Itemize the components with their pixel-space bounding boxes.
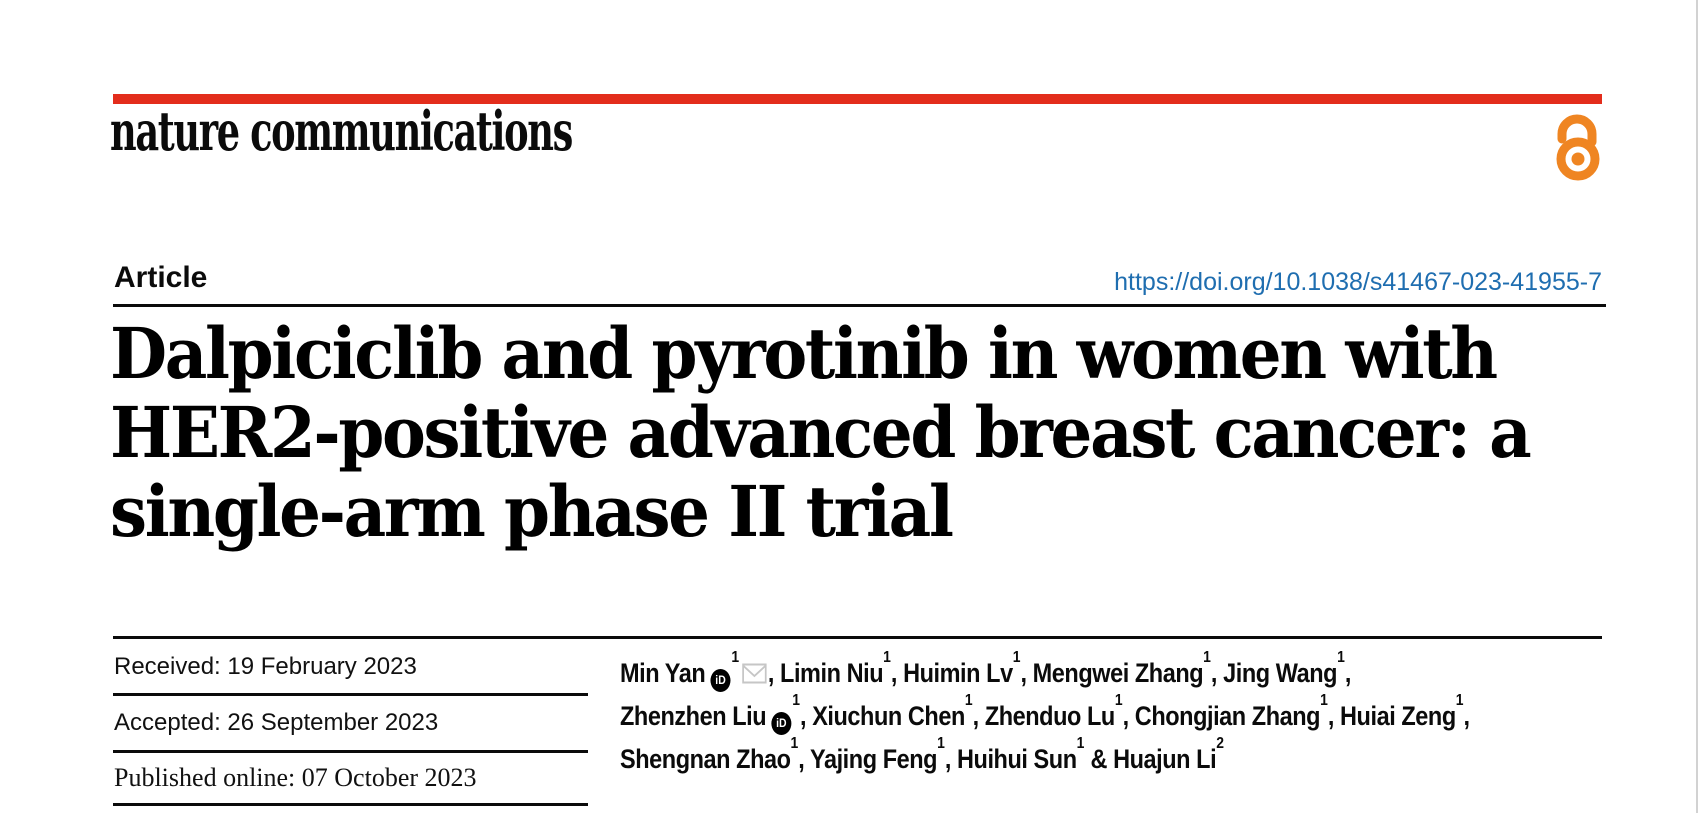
author-separator: , (1327, 701, 1341, 731)
author-affiliation-sup: 1 (1455, 692, 1464, 709)
author-name: Huihui Sun (957, 744, 1077, 774)
journal-brand-bar (113, 94, 1602, 104)
author-separator: & (1084, 744, 1114, 774)
author-affiliation-sup: 1 (792, 692, 800, 709)
author-name: Huiai Zeng (1340, 701, 1456, 731)
author-name: Zhenduo Lu (984, 701, 1115, 731)
orcid-icon[interactable]: iD (771, 712, 792, 735)
author-affiliation-sup: 1 (1320, 692, 1328, 709)
author-separator: , (890, 658, 904, 688)
author-affiliation-sup: 1 (937, 735, 945, 752)
accepted-date: Accepted: 26 September 2023 (114, 709, 439, 736)
received-date: Received: 19 February 2023 (114, 653, 417, 680)
author-separator: , (944, 744, 958, 774)
author-line-2: Zhenzhen Liu iD1, Xiuchun Chen1, Zhenduo … (620, 692, 1664, 735)
article-title-line-2: HER2-positive advanced breast cancer: a (110, 391, 1532, 474)
author-name: Jing Wang (1223, 658, 1338, 688)
published-date: Published online: 07 October 2023 (114, 763, 477, 792)
author-affiliation-sup: 1 (790, 735, 799, 752)
metadata-top-divider (113, 636, 1602, 639)
journal-logo: nature communications (110, 99, 573, 163)
author-affiliation-sup: 1 (1012, 649, 1021, 666)
date-divider-2 (113, 750, 588, 753)
author-name: Huimin Lv (903, 658, 1013, 688)
author-separator: , (798, 744, 811, 774)
author-affiliation-sup: 1 (1337, 649, 1345, 666)
email-icon[interactable] (742, 663, 767, 684)
page-right-edge (1696, 0, 1698, 813)
author-separator: , (1463, 701, 1471, 731)
author-separator: , (1122, 701, 1135, 731)
article-title-line-3: single-arm phase II trial (110, 470, 954, 553)
author-separator: , (972, 701, 985, 731)
author-separator: , (1344, 658, 1352, 688)
open-access-icon (1552, 107, 1602, 188)
article-type-label: Article (114, 261, 208, 294)
author-line-1: Min Yan iD1, Limin Niu1, Huimin Lv1, Meng… (620, 649, 1664, 692)
author-name: Zhenzhen Liu (620, 701, 767, 731)
author-name: Limin Niu (780, 658, 884, 688)
author-affiliation-sup: 2 (1216, 735, 1224, 752)
doi-link[interactable]: https://doi.org/10.1038/s41467-023-41955… (1114, 268, 1602, 296)
author-affiliation-sup: 1 (883, 649, 891, 666)
author-affiliation-sup: 1 (1114, 692, 1123, 709)
author-affiliation-sup: 1 (1203, 649, 1211, 666)
author-affiliation-sup: 1 (964, 692, 973, 709)
author-name: Yajing Feng (810, 744, 938, 774)
author-line-3: Shengnan Zhao1, Yajing Feng1, Huihui Sun… (620, 735, 1664, 778)
article-title-line-1: Dalpiciclib and pyrotinib in women with (110, 312, 1498, 395)
author-name: Xiuchun Chen (812, 701, 965, 731)
author-separator: , (799, 701, 813, 731)
orcid-icon[interactable]: iD (710, 669, 731, 692)
author-separator: , (767, 658, 781, 688)
author-name: Shengnan Zhao (620, 744, 791, 774)
author-name: Chongjian Zhang (1134, 701, 1321, 731)
author-separator: , (1020, 658, 1033, 688)
author-name: Huajun Li (1113, 744, 1217, 774)
article-title: Dalpiciclib and pyrotinib in women with … (110, 312, 1532, 553)
author-name: Min Yan (620, 658, 706, 688)
author-name: Mengwei Zhang (1032, 658, 1204, 688)
author-list: Min Yan iD1, Limin Niu1, Huimin Lv1, Meng… (620, 649, 1664, 778)
author-affiliation-sup: 1 (731, 649, 740, 666)
author-affiliation-sup: 1 (1076, 735, 1085, 752)
date-divider-1 (113, 693, 588, 696)
date-divider-3 (113, 803, 588, 806)
author-separator: , (1210, 658, 1224, 688)
header-divider (113, 304, 1606, 307)
